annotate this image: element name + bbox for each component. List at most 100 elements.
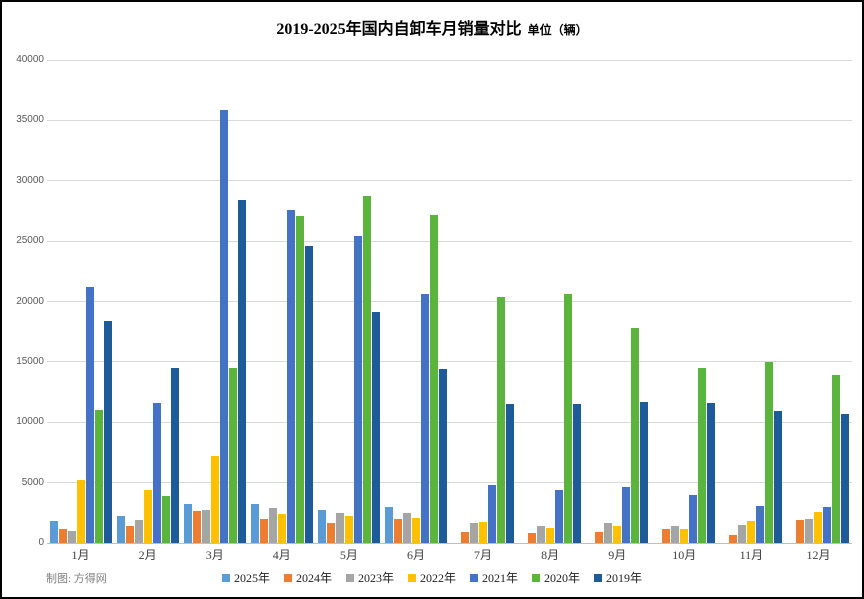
bar-2024年-4月 <box>259 518 268 543</box>
bar-group-2月 <box>114 60 181 543</box>
legend-label-2022年: 2022年 <box>419 571 456 585</box>
x-axis-label-2月: 2月 <box>138 548 157 562</box>
bar-2021年-12月 <box>823 506 832 543</box>
bar-2024年-12月 <box>796 520 805 543</box>
bar-2022年-8月 <box>546 527 555 543</box>
y-axis-label-30000: 30000 <box>16 174 44 186</box>
bar-2025年-4月 <box>250 503 259 543</box>
bar-2020年-4月 <box>295 215 304 543</box>
y-axis-label-40000: 40000 <box>16 54 44 65</box>
bar-2023年-2月 <box>134 520 143 543</box>
legend-swatch-2025年 <box>221 573 230 582</box>
bar-2022年-12月 <box>814 511 823 543</box>
legend-item-2021年: 2021年 <box>470 569 518 586</box>
x-axis-label-1月: 1月 <box>71 548 90 562</box>
bar-2020年-8月 <box>564 294 573 543</box>
legend-swatch-2019年 <box>594 573 603 582</box>
x-axis-label-7月: 7月 <box>474 548 493 562</box>
bar-2024年-1月 <box>58 528 67 543</box>
bar-2019年-7月 <box>506 404 515 543</box>
bar-2021年-8月 <box>555 489 564 543</box>
legend-label-2019年: 2019年 <box>606 571 643 585</box>
bar-2019年-4月 <box>304 245 313 543</box>
bar-2024年-11月 <box>729 535 738 543</box>
bar-2022年-11月 <box>747 520 756 543</box>
bar-2024年-9月 <box>595 532 604 543</box>
bar-2023年-8月 <box>537 526 546 543</box>
gridline-15000 <box>47 361 852 363</box>
bar-2022年-2月 <box>143 489 152 543</box>
legend-label-2023年: 2023年 <box>357 571 394 585</box>
bar-2020年-1月 <box>94 410 103 543</box>
chart-unit-label: 单位（辆） <box>527 23 588 37</box>
x-axis-label-8月: 8月 <box>541 548 560 562</box>
bar-group-10月 <box>651 60 718 543</box>
x-axis-label-6月: 6月 <box>406 548 425 562</box>
bar-2019年-2月 <box>170 367 179 543</box>
legend-label-2021年: 2021年 <box>482 571 519 585</box>
gridline-20000 <box>47 301 852 302</box>
chart-legend: 2025年 2024年 2023年 2022年 2021年 2020年 2019年 <box>2 569 862 586</box>
x-axis-line <box>47 543 852 544</box>
bar-2023年-7月 <box>470 523 479 543</box>
bar-group-4月 <box>248 60 315 543</box>
bar-2024年-2月 <box>125 525 134 543</box>
legend-swatch-2022年 <box>407 573 416 582</box>
bar-2022年-10月 <box>680 528 689 543</box>
bar-2021年-10月 <box>689 494 698 543</box>
bar-2019年-12月 <box>841 413 850 543</box>
bar-2020年-3月 <box>228 367 237 543</box>
x-axis-label-12月: 12月 <box>806 548 831 562</box>
bar-2024年-5月 <box>326 523 335 543</box>
x-axis-label-3月: 3月 <box>205 548 224 562</box>
bar-2019年-9月 <box>640 402 649 543</box>
bar-2020年-5月 <box>362 196 371 543</box>
bar-2019年-6月 <box>438 369 447 543</box>
legend-label-2024年: 2024年 <box>295 571 332 585</box>
x-axis-label-5月: 5月 <box>339 548 358 562</box>
legend-label-2020年: 2020年 <box>544 571 581 585</box>
bar-2023年-3月 <box>201 510 210 543</box>
legend-label-2025年: 2025年 <box>233 571 270 585</box>
bar-2024年-8月 <box>528 533 537 543</box>
bar-group-5月 <box>315 60 382 543</box>
bar-2021年-11月 <box>756 505 765 543</box>
chart-title: 2019-2025年国内自卸车月销量对比 <box>276 21 522 38</box>
bar-2019年-5月 <box>371 312 380 543</box>
y-axis-label-5000: 5000 <box>21 476 44 488</box>
bar-2024年-3月 <box>192 511 201 543</box>
legend-swatch-2021年 <box>470 573 478 582</box>
y-axis-label-0: 0 <box>38 537 44 548</box>
bar-2019年-11月 <box>774 411 783 543</box>
bar-2019年-1月 <box>103 320 112 543</box>
bar-group-12月 <box>785 60 852 543</box>
bar-2021年-3月 <box>219 109 228 543</box>
bar-group-11月 <box>718 60 785 543</box>
bar-2021年-4月 <box>286 209 295 543</box>
bar-2023年-11月 <box>738 524 747 543</box>
x-axis-label-9月: 9月 <box>608 548 627 562</box>
bar-2021年-6月 <box>420 294 429 543</box>
bar-2024年-6月 <box>393 518 402 543</box>
x-axis-label-11月: 11月 <box>739 548 764 562</box>
y-axis-label-35000: 35000 <box>16 114 44 126</box>
bar-2020年-9月 <box>631 328 640 543</box>
legend-item-2019年: 2019年 <box>594 569 642 586</box>
bar-group-6月 <box>382 60 449 543</box>
legend-swatch-2023年 <box>345 573 354 582</box>
bar-2021年-1月 <box>85 287 94 543</box>
gridline-10000 <box>47 421 852 423</box>
bar-2019年-10月 <box>707 402 716 543</box>
bar-2023年-6月 <box>402 512 411 543</box>
y-axis-label-15000: 15000 <box>16 355 44 367</box>
bar-2022年-4月 <box>277 514 286 543</box>
bar-2020年-11月 <box>765 361 774 543</box>
y-axis-label-25000: 25000 <box>16 235 44 247</box>
legend-item-2022年: 2022年 <box>407 569 456 586</box>
bar-2022年-7月 <box>479 522 488 543</box>
bar-2025年-5月 <box>317 509 326 543</box>
bar-2022年-9月 <box>613 525 622 543</box>
legend-item-2023年: 2023年 <box>345 569 394 586</box>
bar-2023年-4月 <box>268 507 277 543</box>
